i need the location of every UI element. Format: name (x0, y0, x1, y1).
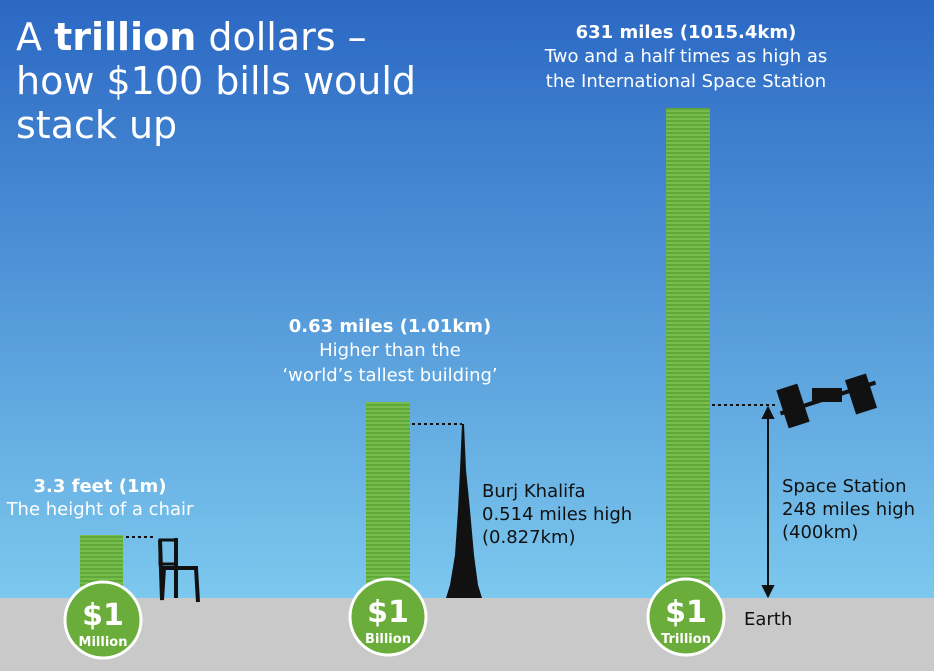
title-line: stack up (16, 103, 177, 147)
title-line: how $100 bills would (16, 59, 416, 103)
title-part: dollars – (196, 15, 366, 59)
reference-text: 248 miles high (782, 499, 915, 520)
title-line: A trillion dollars – (16, 15, 367, 59)
stack-caption: ‘world’s tallest building’ (282, 365, 497, 386)
stack-caption: Two and a half times as high as (544, 46, 828, 67)
badges: $1 Million $1 Billion $1 Trillion (63, 577, 726, 660)
stack-height: 3.3 feet (1m) (33, 476, 166, 497)
badge-unit: Billion (365, 632, 411, 647)
reference-text: (0.827km) (482, 527, 576, 548)
stack-height: 631 miles (1015.4km) (576, 22, 797, 43)
ground (0, 598, 934, 671)
stack-height: 0.63 miles (1.01km) (289, 316, 492, 337)
badge-unit: Trillion (661, 632, 711, 647)
reference-text: 0.514 miles high (482, 504, 632, 525)
chair (158, 538, 200, 603)
badge-amount: $1 (82, 598, 124, 633)
badge-unit: Million (79, 635, 128, 650)
reference-text: Space Station (782, 476, 907, 497)
title-bold: trillion (54, 15, 196, 59)
badge-amount: $1 (665, 595, 707, 630)
space-station (776, 373, 878, 429)
badge (646, 577, 726, 657)
badge (348, 577, 428, 657)
title: A trillion dollars – how $100 bills woul… (16, 15, 416, 147)
stack-caption: The height of a chair (6, 499, 194, 520)
reference-text: Burj Khalifa (482, 481, 586, 502)
bill-stack (366, 402, 410, 598)
bill-stack (666, 108, 710, 598)
height-arrow (761, 405, 775, 599)
badge (63, 580, 143, 660)
reference-text: (400km) (782, 522, 858, 543)
stack-caption: the International Space Station (546, 71, 826, 92)
stack-caption: Higher than the (319, 340, 461, 361)
dotted-lines (126, 404, 775, 538)
badge-amount: $1 (367, 595, 409, 630)
ground-label: Earth (744, 609, 792, 630)
title-part: A (16, 15, 54, 59)
burj-khalifa (446, 424, 482, 598)
